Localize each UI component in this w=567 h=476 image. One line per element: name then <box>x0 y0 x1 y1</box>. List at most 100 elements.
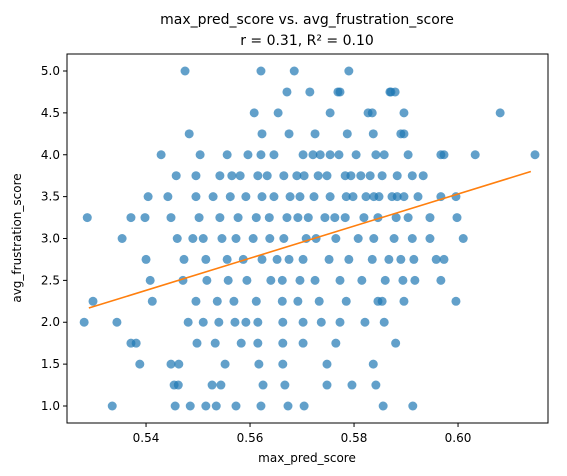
scatter-point <box>386 87 396 97</box>
scatter-point <box>342 129 352 139</box>
scatter-point <box>368 359 378 369</box>
scatter-point <box>210 338 220 348</box>
scatter-point <box>215 171 225 181</box>
scatter-point <box>365 171 375 181</box>
scatter-point <box>293 296 303 306</box>
scatter-point <box>140 213 150 223</box>
scatter-point <box>324 254 334 264</box>
scatter-point <box>344 66 354 76</box>
scatter-point <box>253 171 263 181</box>
scatter-point <box>418 171 428 181</box>
scatter-point <box>192 338 202 348</box>
scatter-point <box>313 171 323 181</box>
scatter-point <box>309 192 319 202</box>
scatter-point <box>330 213 340 223</box>
scatter-point <box>361 192 371 202</box>
scatter-point <box>201 401 211 411</box>
scatter-point <box>425 213 435 223</box>
y-tick-label: 4.5 <box>41 106 60 120</box>
scatter-point <box>269 192 279 202</box>
scatter-point <box>392 171 402 181</box>
scatter-point <box>220 359 230 369</box>
scatter-point <box>143 192 153 202</box>
scatter-point <box>253 317 263 327</box>
scatter-point <box>436 275 446 285</box>
scatter-point <box>208 192 218 202</box>
scatter-point <box>315 150 325 160</box>
scatter-point <box>458 234 468 243</box>
scatter-point <box>391 338 401 348</box>
scatter-point <box>170 401 180 411</box>
scatter-point <box>257 254 267 264</box>
scatter-point <box>166 359 176 369</box>
scatter-point <box>403 150 413 160</box>
y-tick-label: 2.0 <box>41 315 60 329</box>
scatter-point <box>278 359 288 369</box>
scatter-point <box>279 171 289 181</box>
scatter-point <box>408 401 418 411</box>
scatter-point <box>126 213 136 223</box>
scatter-point <box>310 275 320 285</box>
scatter-point <box>409 254 419 264</box>
scatter-point <box>378 401 388 411</box>
scatter-point <box>379 150 389 160</box>
scatter-point <box>399 129 409 139</box>
scatter-point <box>331 338 341 348</box>
scatter-point <box>202 275 212 285</box>
scatter-point <box>325 108 335 118</box>
scatter-point <box>235 171 245 181</box>
scatter-point <box>392 192 402 202</box>
x-tick-label: 0.60 <box>445 431 472 445</box>
scatter-point <box>325 150 335 160</box>
scatter-point <box>277 275 287 285</box>
scatter-point <box>285 192 295 202</box>
y-tick-label: 1.5 <box>41 357 60 371</box>
scatter-point <box>279 234 289 243</box>
scatter-point <box>242 275 252 285</box>
scatter-point <box>340 213 350 223</box>
scatter-point <box>452 213 462 223</box>
scatter-point <box>344 254 354 264</box>
scatter-point <box>117 234 127 243</box>
x-axis-label: max_pred_score <box>258 451 356 465</box>
scatter-point <box>298 338 308 348</box>
scatter-point <box>335 317 345 327</box>
scatter-point <box>293 213 303 223</box>
scatter-point <box>425 234 435 243</box>
scatter-point <box>191 171 201 181</box>
scatter-point <box>266 275 276 285</box>
scatter-point <box>289 66 299 76</box>
scatter-point <box>243 150 253 160</box>
scatter-point <box>299 171 309 181</box>
scatter-point <box>107 401 117 411</box>
scatter-point <box>272 254 282 264</box>
scatter-point <box>295 192 305 202</box>
scatter-point <box>353 234 363 243</box>
scatter-point <box>399 192 409 202</box>
scatter-point <box>171 171 181 181</box>
scatter-point <box>211 401 221 411</box>
chart-title: max_pred_score vs. avg_frustration_score <box>160 12 454 28</box>
scatter-point <box>231 401 241 411</box>
y-tick-label: 2.5 <box>41 273 60 287</box>
scatter-point <box>367 108 377 118</box>
scatter-point <box>377 171 387 181</box>
scatter-point <box>147 296 157 306</box>
scatter-point <box>351 150 361 160</box>
scatter-point <box>359 213 369 223</box>
scatter-point <box>389 234 399 243</box>
scatter-point <box>223 275 233 285</box>
scatter-point <box>198 317 208 327</box>
scatter-point <box>369 234 379 243</box>
scatter-point <box>256 401 266 411</box>
scatter-point <box>284 254 294 264</box>
scatter-point <box>163 192 173 202</box>
scatter-point <box>410 275 420 285</box>
scatter-point <box>391 213 401 223</box>
scatter-point <box>396 254 406 264</box>
scatter-point <box>141 254 151 264</box>
scatter-point <box>495 108 505 118</box>
scatter-point <box>356 171 366 181</box>
scatter-point <box>185 401 195 411</box>
scatter-point <box>380 275 390 285</box>
